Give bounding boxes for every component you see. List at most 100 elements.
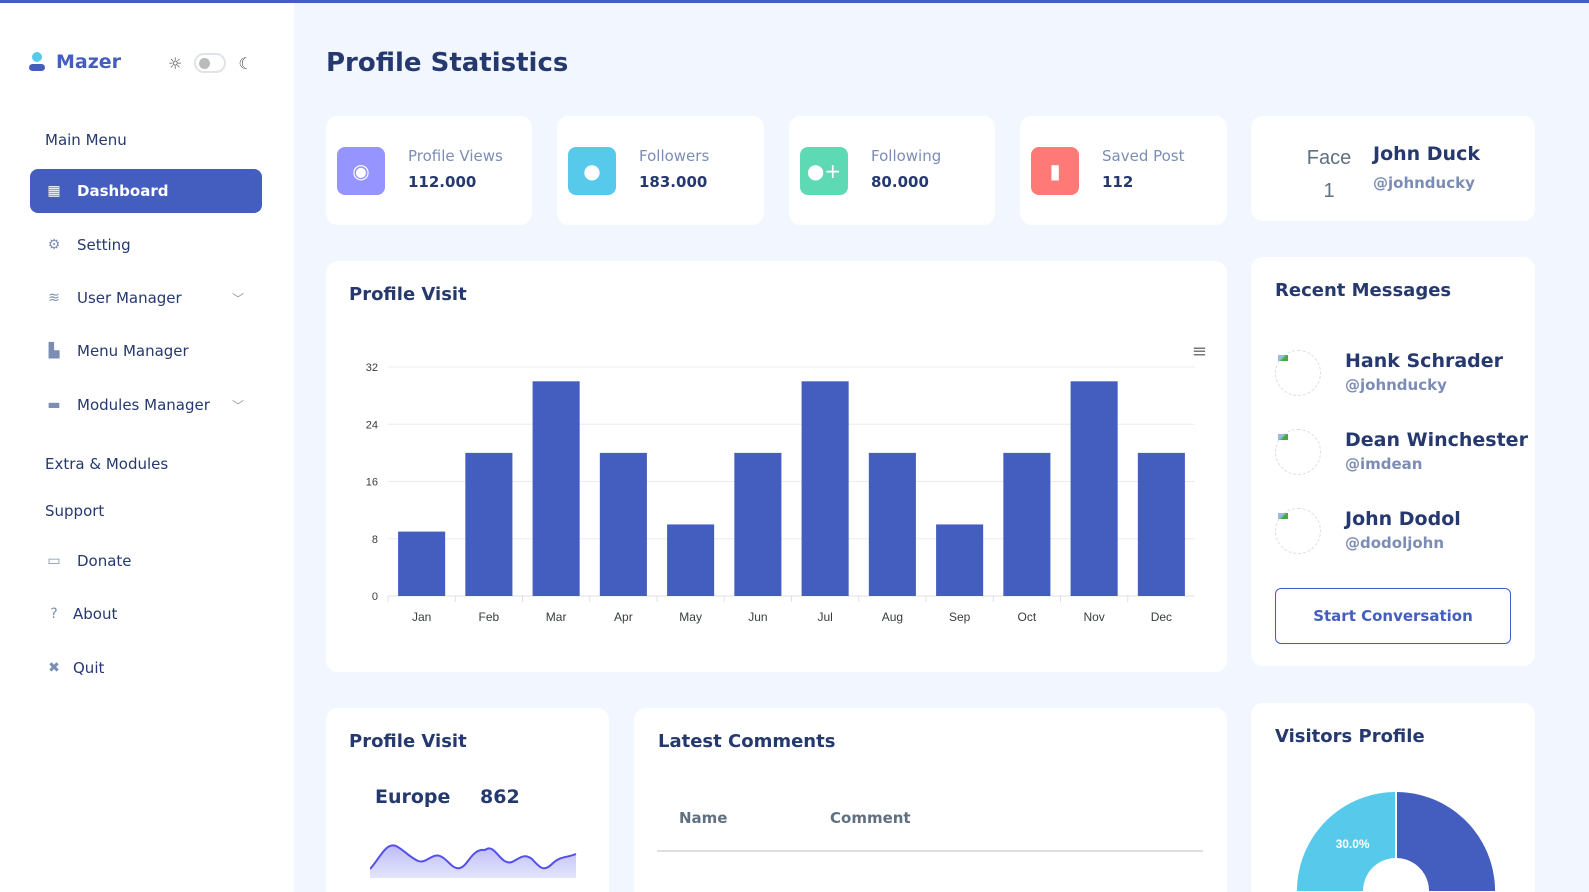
sidebar-item-label: Donate <box>77 552 132 570</box>
message-name: Dean Winchester <box>1345 429 1528 451</box>
x-tick-label: Mar <box>546 610 567 624</box>
bar-nov <box>1070 381 1118 596</box>
donut-chart: 30.0% <box>1295 790 1497 892</box>
bar-dec <box>1137 452 1185 596</box>
x-tick-label: Jul <box>817 610 832 624</box>
message-handle: @dodoljohn <box>1345 534 1445 552</box>
stat-label: Saved Post <box>1102 147 1185 165</box>
x-tick-label: Jan <box>412 610 431 624</box>
stat-label: Following <box>871 147 942 165</box>
bar-may <box>667 524 715 596</box>
start-conversation-button[interactable]: Start Conversation <box>1275 588 1511 644</box>
x-tick-label: Sep <box>949 610 971 624</box>
sidebar-item-quit[interactable]: ✖ Quit <box>30 646 262 690</box>
avatar-broken-image: Face 1 <box>1306 147 1352 202</box>
x-tick-label: Dec <box>1151 610 1172 624</box>
bar-feb <box>465 452 513 596</box>
eye-icon: ◉ <box>337 147 385 195</box>
card-title: Visitors Profile <box>1275 726 1425 747</box>
bar-jan <box>398 531 446 596</box>
stat-value: 112 <box>1102 173 1134 191</box>
brand-name: Mazer <box>56 51 122 73</box>
message-item[interactable]: Hank Schrader @johnducky <box>1275 350 1503 396</box>
stat-value: 80.000 <box>871 173 929 191</box>
region-name: Europe <box>375 786 451 808</box>
user-plus-icon: ●+ <box>800 147 848 195</box>
profile-handle: @johnducky <box>1373 174 1475 192</box>
x-icon: ✖ <box>48 660 60 676</box>
bar-aug <box>868 452 916 596</box>
stack-icon: ≋ <box>48 290 60 306</box>
sidebar-item-label: Modules Manager <box>77 396 210 414</box>
chart-menu-icon[interactable]: ≡ <box>1191 341 1207 362</box>
x-tick-label: Aug <box>882 610 903 624</box>
sparkline-line <box>370 844 577 870</box>
y-tick-label: 8 <box>372 534 378 546</box>
message-item[interactable]: John Dodol @dodoljohn <box>1275 508 1461 554</box>
region-sparkline <box>370 844 577 878</box>
x-tick-label: Nov <box>1083 610 1104 624</box>
avatar <box>1275 350 1321 396</box>
card-title: Latest Comments <box>658 731 836 752</box>
column-header-comment: Comment <box>830 809 911 827</box>
layout-icon: ▙ <box>48 343 60 359</box>
message-handle: @johnducky <box>1345 376 1447 394</box>
y-tick-label: 24 <box>366 419 378 431</box>
top-accent-bar <box>0 0 1589 3</box>
sidebar-item-label: Setting <box>77 236 131 254</box>
theme-switcher: ☼ ☾ <box>168 53 253 73</box>
grid-icon: ▦ <box>47 183 61 199</box>
support-title: Support <box>45 502 105 520</box>
sidebar-item-donate[interactable]: ▭ Donate <box>30 539 262 583</box>
brand-logo[interactable]: Mazer <box>28 51 121 73</box>
chevron-down-icon: ﹀ <box>231 291 244 306</box>
x-tick-label: Feb <box>479 610 500 624</box>
card-title: Recent Messages <box>1275 280 1452 301</box>
stat-label: Followers <box>639 147 710 165</box>
stat-card-saved-post: ▮ Saved Post 112 <box>1020 116 1227 225</box>
profile-visit-card: Profile Visit ≡ 0 8 16 24 32 Jan Feb Mar Apr May J… <box>326 261 1227 672</box>
sidebar-item-about[interactable]: ? About <box>30 592 262 636</box>
sidebar-item-label: User Manager <box>77 289 182 307</box>
stat-value: 183.000 <box>639 173 708 191</box>
stat-card-following: ●+ Following 80.000 <box>789 116 995 225</box>
sidebar-item-label: Quit <box>73 659 105 677</box>
theme-toggle[interactable] <box>194 53 227 73</box>
extra-modules-title: Extra & Modules <box>45 455 169 473</box>
user-icon: ● <box>568 147 616 195</box>
chevron-down-icon: ﹀ <box>231 398 244 413</box>
question-icon: ? <box>50 606 58 622</box>
card-title: Profile Visit <box>349 284 467 305</box>
sidebar-item-label: About <box>73 605 118 623</box>
message-item[interactable]: Dean Winchester @imdean <box>1275 429 1528 475</box>
stat-card-profile-views: ◉ Profile Views 112.000 <box>326 116 532 225</box>
avatar <box>1275 429 1321 475</box>
latest-comments-card: Latest Comments Name Comment <box>634 708 1227 892</box>
message-name: Hank Schrader <box>1345 350 1504 372</box>
bar-jul <box>801 381 849 596</box>
sidebar-item-menu-manager[interactable]: ▙ Menu Manager <box>30 329 262 373</box>
region-value: 862 <box>480 786 520 808</box>
bookmark-icon: ▮ <box>1031 147 1079 195</box>
sidebar-item-modules-manager[interactable]: ▬ Modules Manager ﹀ <box>30 383 262 427</box>
recent-messages-card: Recent Messages Hank Schrader @johnducky … <box>1251 257 1535 666</box>
x-tick-label: Apr <box>614 610 633 624</box>
sidebar-item-user-manager[interactable]: ≋ User Manager ﹀ <box>30 276 262 320</box>
user-logo-icon <box>29 52 45 71</box>
sidebar-item-setting[interactable]: ⚙ Setting <box>30 223 262 267</box>
page-title: Profile Statistics <box>326 48 569 78</box>
avatar <box>1275 508 1321 554</box>
donut-slice <box>1295 790 1397 892</box>
main-menu-title: Main Menu <box>45 131 127 149</box>
y-tick-label: 16 <box>366 477 378 489</box>
sidebar-item-dashboard[interactable]: ▦ Dashboard <box>30 169 262 213</box>
donut-slice <box>1299 790 1497 892</box>
sidebar-item-label: Dashboard <box>77 182 169 200</box>
stat-card-followers: ● Followers 183.000 <box>557 116 764 225</box>
x-tick-label: May <box>679 610 702 624</box>
bar-oct <box>1003 452 1051 596</box>
sun-icon: ☼ <box>168 53 183 73</box>
x-tick-label: Jun <box>748 610 767 624</box>
stat-value: 112.000 <box>408 173 477 191</box>
bar-apr <box>599 452 647 596</box>
